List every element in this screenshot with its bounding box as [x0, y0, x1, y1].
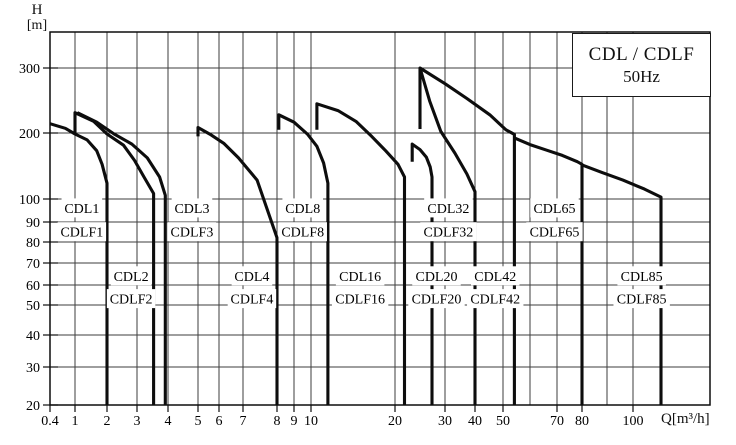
y-tick-label: 70: [26, 257, 40, 272]
pump-label-cdl4-bottom: CDLF4: [231, 293, 274, 308]
pump-curve-cdl16: [315, 102, 407, 405]
pump-curve-cdl1: [49, 122, 109, 405]
pump-label-bg-cdl42-bottom: [467, 289, 524, 309]
pump-label-cdl85-top: CDL85: [621, 270, 663, 285]
x-tick-label: 30: [438, 414, 452, 429]
y-tick-label: 90: [26, 216, 40, 231]
x-tick-label: 8: [274, 414, 281, 429]
x-tick-label: 10: [304, 414, 318, 429]
pump-label-bg-cdl32-top: [424, 198, 473, 218]
pump-label-bg-cdl3-bottom: [167, 222, 217, 242]
legend-series-name: CDL / CDLF: [588, 43, 695, 65]
y-tick-label: 60: [26, 279, 40, 294]
y-axis-title: H [m]: [22, 2, 52, 33]
pump-label-bg-cdl4-bottom: [227, 289, 277, 309]
y-tick-label: 40: [26, 329, 40, 344]
pump-label-cdl8-top: CDL8: [285, 202, 320, 217]
pump-label-cdl85-bottom: CDLF85: [617, 293, 667, 308]
x-tick-label: 7: [240, 414, 247, 429]
pump-label-bg-cdl2-top: [110, 266, 152, 286]
plot-border: [49, 31, 711, 406]
pump-curve-cdl32: [418, 66, 477, 405]
pump-label-cdl42-top: CDL42: [474, 270, 516, 285]
chart-legend-box: CDL / CDLF 50Hz: [572, 33, 711, 97]
pump-label-bg-cdl85-bottom: [613, 289, 670, 309]
y-tick-label: 200: [19, 127, 40, 142]
pump-curve-cdl42: [419, 66, 516, 405]
x-tick-label: 50: [496, 414, 510, 429]
pump-label-cdl1-top: CDL1: [64, 202, 99, 217]
x-tick-label: 80: [575, 414, 589, 429]
pump-label-bg-cdl8-top: [282, 198, 324, 218]
pump-label-bg-cdl16-bottom: [331, 289, 389, 309]
pump-label-cdl8-bottom: CDLF8: [281, 226, 324, 241]
x-tick-label: 3: [134, 414, 141, 429]
x-tick-label: 100: [623, 414, 644, 429]
y-axis-title-symbol: H: [31, 2, 43, 18]
x-axis-title: Q[m³/h]: [661, 411, 710, 427]
y-tick-label: 100: [19, 193, 40, 208]
pump-label-cdl32-bottom: CDLF32: [424, 226, 474, 241]
pump-label-bg-cdl42-top: [470, 266, 520, 286]
pump-label-cdl20-bottom: CDLF20: [412, 293, 462, 308]
pump-label-bg-cdl65-top: [530, 198, 579, 218]
x-tick-label: 0.4: [41, 414, 59, 429]
x-tick-label: 20: [388, 414, 402, 429]
pump-label-cdl2-top: CDL2: [114, 270, 149, 285]
x-tick-label: 70: [550, 414, 564, 429]
x-tick-label: 2: [104, 414, 111, 429]
pump-label-bg-cdl8-bottom: [278, 222, 327, 242]
pump-label-cdl16-top: CDL16: [339, 270, 381, 285]
pump-curve-cdl8: [277, 113, 330, 405]
pump-label-bg-cdl2-bottom: [106, 289, 156, 309]
y-tick-label: 30: [26, 361, 40, 376]
pump-label-cdl65-bottom: CDLF65: [530, 226, 580, 241]
pump-label-cdl3-bottom: CDLF3: [171, 226, 214, 241]
pump-curve-cdl3: [76, 111, 167, 405]
y-tick-label: 300: [19, 62, 40, 77]
pump-label-cdl2-bottom: CDLF2: [110, 293, 153, 308]
pump-label-bg-cdl20-bottom: [408, 289, 465, 309]
pump-label-cdl65-top: CDL65: [533, 202, 575, 217]
y-tick-label: 80: [26, 236, 40, 251]
pump-label-bg-cdl3-top: [171, 198, 213, 218]
pump-label-bg-cdl20-top: [412, 266, 461, 286]
x-tick-label: 6: [216, 414, 223, 429]
pump-label-bg-cdl4-top: [231, 266, 273, 286]
pump-label-cdl32-top: CDL32: [427, 202, 469, 217]
pump-label-bg-cdl16-top: [335, 266, 385, 286]
x-tick-label: 5: [195, 414, 202, 429]
y-tick-label: 20: [26, 399, 40, 414]
x-tick-label: 1: [72, 414, 79, 429]
pump-label-cdl16-bottom: CDLF16: [335, 293, 385, 308]
pump-label-cdl4-top: CDL4: [234, 270, 269, 285]
pump-label-bg-cdl32-bottom: [420, 222, 477, 242]
pump-label-bg-cdl1-bottom: [57, 222, 107, 242]
pump-curve-cdl85: [581, 163, 663, 405]
pump-label-cdl1-bottom: CDLF1: [60, 226, 103, 241]
pump-curve-cdl4: [196, 125, 279, 405]
y-axis-title-unit: [m]: [26, 17, 48, 33]
legend-frequency: 50Hz: [623, 66, 660, 86]
x-tick-label: 40: [468, 414, 482, 429]
pump-label-cdl3-top: CDL3: [174, 202, 209, 217]
pump-label-bg-cdl65-bottom: [526, 222, 583, 242]
y-tick-label: 50: [26, 299, 40, 314]
pump-label-cdl42-bottom: CDLF42: [470, 293, 520, 308]
pump-curve-cdl20: [410, 142, 434, 405]
x-tick-label: 4: [165, 414, 172, 429]
pump-label-cdl20-top: CDL20: [415, 270, 457, 285]
x-tick-label: 9: [291, 414, 298, 429]
pump-curve-cdl65: [513, 136, 584, 405]
pump-label-bg-cdl85-top: [617, 266, 666, 286]
pump-label-bg-cdl1-top: [61, 198, 103, 218]
pump-curve-cdl2: [73, 111, 156, 405]
